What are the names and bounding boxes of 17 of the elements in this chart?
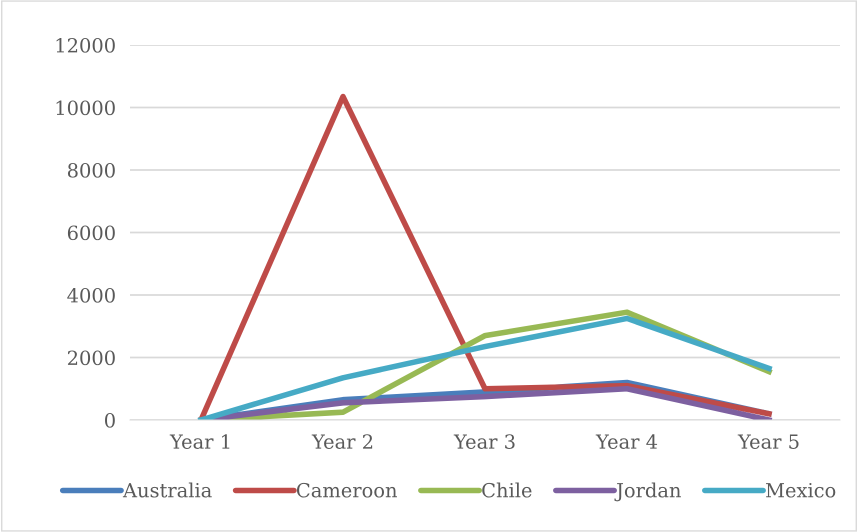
legend-label: Chile	[482, 482, 532, 498]
y-tick-label: 8000	[68, 162, 115, 178]
y-tick-label: 6000	[68, 225, 115, 240]
legend-label: Jordan	[614, 482, 681, 502]
y-tick-label: 10000	[56, 100, 115, 116]
y-tick-label: 4000	[67, 288, 115, 303]
x-tick-label: Year 2	[312, 434, 372, 449]
x-tick-label: Year 3	[454, 434, 515, 449]
legend-label: Australia	[122, 482, 212, 498]
legend-label: Cameroon	[296, 482, 397, 498]
x-tick-label: Year 4	[596, 434, 658, 449]
legend-label: Mexico	[766, 482, 836, 498]
x-tick-label: Year 1	[170, 434, 230, 449]
y-tick-label: 2000	[68, 350, 115, 366]
x-tick-label: Year 5	[738, 434, 799, 449]
y-tick-label: 12000	[56, 38, 115, 53]
y-tick-label: 0	[105, 412, 115, 428]
